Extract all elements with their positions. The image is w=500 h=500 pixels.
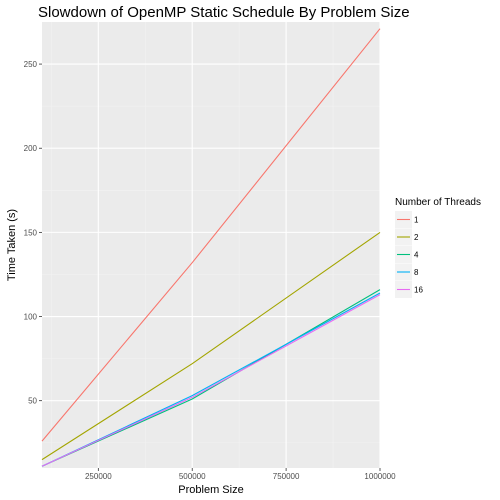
x-tick-label: 750000 [273,472,300,481]
x-tick-label: 250000 [85,472,112,481]
legend-label: 16 [414,286,423,295]
legend-item-8: 8 [395,263,419,281]
legend-item-16: 16 [395,281,423,298]
major-gridlines [42,22,381,468]
y-tick-label: 100 [24,313,38,322]
legend-item-2: 2 [395,228,419,246]
y-axis-title: Time Taken (s) [6,209,18,281]
series-lines [41,28,381,467]
x-axis-title: Problem Size [178,484,243,496]
legend-title: Number of Threads [395,197,481,208]
legend-label: 2 [414,233,419,242]
series-line-16 [41,294,381,467]
series-line-1 [41,28,381,442]
legend: Number of Threads 1 2 4 8 16 [395,197,481,298]
y-tick-label: 200 [24,144,38,153]
series-line-2 [41,231,381,461]
legend-item-1: 1 [395,211,419,228]
y-axis-ticks: 50 100 150 200 250 [24,60,42,406]
legend-items: 1 2 4 8 16 [395,211,423,298]
legend-label: 4 [414,251,419,260]
y-tick-label: 50 [28,397,37,406]
y-tick-label: 150 [24,228,38,237]
x-tick-label: 1000000 [364,472,396,481]
chart-title: Slowdown of OpenMP Static Schedule By Pr… [38,4,410,21]
x-axis-ticks: 250000 500000 750000 1000000 [85,468,396,481]
y-tick-label: 250 [24,60,38,69]
legend-label: 1 [414,216,419,225]
legend-label: 8 [414,268,419,277]
x-tick-label: 500000 [179,472,206,481]
legend-item-4: 4 [395,246,419,263]
